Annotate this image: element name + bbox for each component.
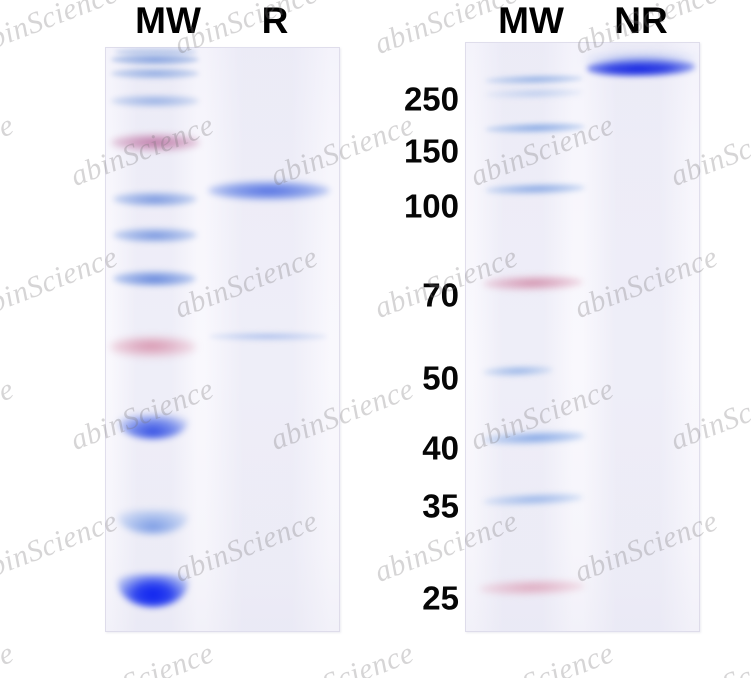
ladder-band-150-left-upper-edge <box>115 49 197 55</box>
mw-label-150-right: 150 <box>403 132 459 170</box>
mw-label-50-right: 50 <box>422 359 459 397</box>
ladder-band-10-left <box>118 574 188 607</box>
ladder-band-150-left <box>111 54 199 65</box>
non-reduced-gel-slab <box>465 42 700 632</box>
ladder-band-100-left <box>111 95 199 107</box>
mw-label-70-right: 70 <box>422 276 459 314</box>
mw-label-100-right: 100 <box>403 187 459 225</box>
ladder-band-70-right <box>482 274 584 292</box>
ladder-band-25-left <box>110 337 196 357</box>
lane-header-r: R <box>261 0 289 41</box>
ladder-band-150-right <box>484 121 586 135</box>
ladder-band-35-right <box>482 491 584 508</box>
mw-label-250-right: 250 <box>403 80 459 118</box>
ladder-band-120-left <box>111 68 199 79</box>
reduced-gel-panel: MW R 150 100 70 50 40 35 25 20 15 10 <box>0 0 375 678</box>
mw-label-35-right: 35 <box>422 487 459 525</box>
mw-label-25-right: 25 <box>422 579 459 617</box>
lane-header-mw-right: MW <box>498 0 564 41</box>
ladder-band-250-right <box>484 73 584 86</box>
lane-shade-nr <box>583 42 693 632</box>
ladder-band-40-right <box>482 429 586 447</box>
ladder-band-15-left <box>118 510 188 534</box>
ladder-band-25-right <box>478 578 586 597</box>
lane-shade-mw-right <box>473 42 573 632</box>
lane-header-nr: NR <box>614 0 668 41</box>
ladder-band-70-left <box>111 134 200 151</box>
lane-shade-r <box>205 47 330 632</box>
lane-shade-mw-left <box>111 47 197 632</box>
ladder-band-180-right <box>484 87 584 100</box>
ladder-band-40-left <box>113 228 197 242</box>
sample-band-intact-antibody <box>586 58 696 77</box>
sample-band-intact-antibody-halo <box>582 50 700 66</box>
lane-header-mw-left: MW <box>135 0 201 41</box>
ladder-band-35-left <box>113 271 196 286</box>
sample-band-heavy-chain <box>208 181 330 200</box>
sample-band-light-chain <box>209 332 327 341</box>
ladder-band-50-left <box>113 192 197 206</box>
non-reduced-gel-panel: MW NR 250 150 100 70 50 40 35 25 <box>375 0 750 678</box>
ladder-band-50-right <box>482 364 554 378</box>
mw-label-40-right: 40 <box>422 429 459 467</box>
ladder-band-100-right <box>484 182 586 196</box>
reduced-gel-slab <box>105 47 340 632</box>
ladder-band-20-left <box>118 415 188 439</box>
